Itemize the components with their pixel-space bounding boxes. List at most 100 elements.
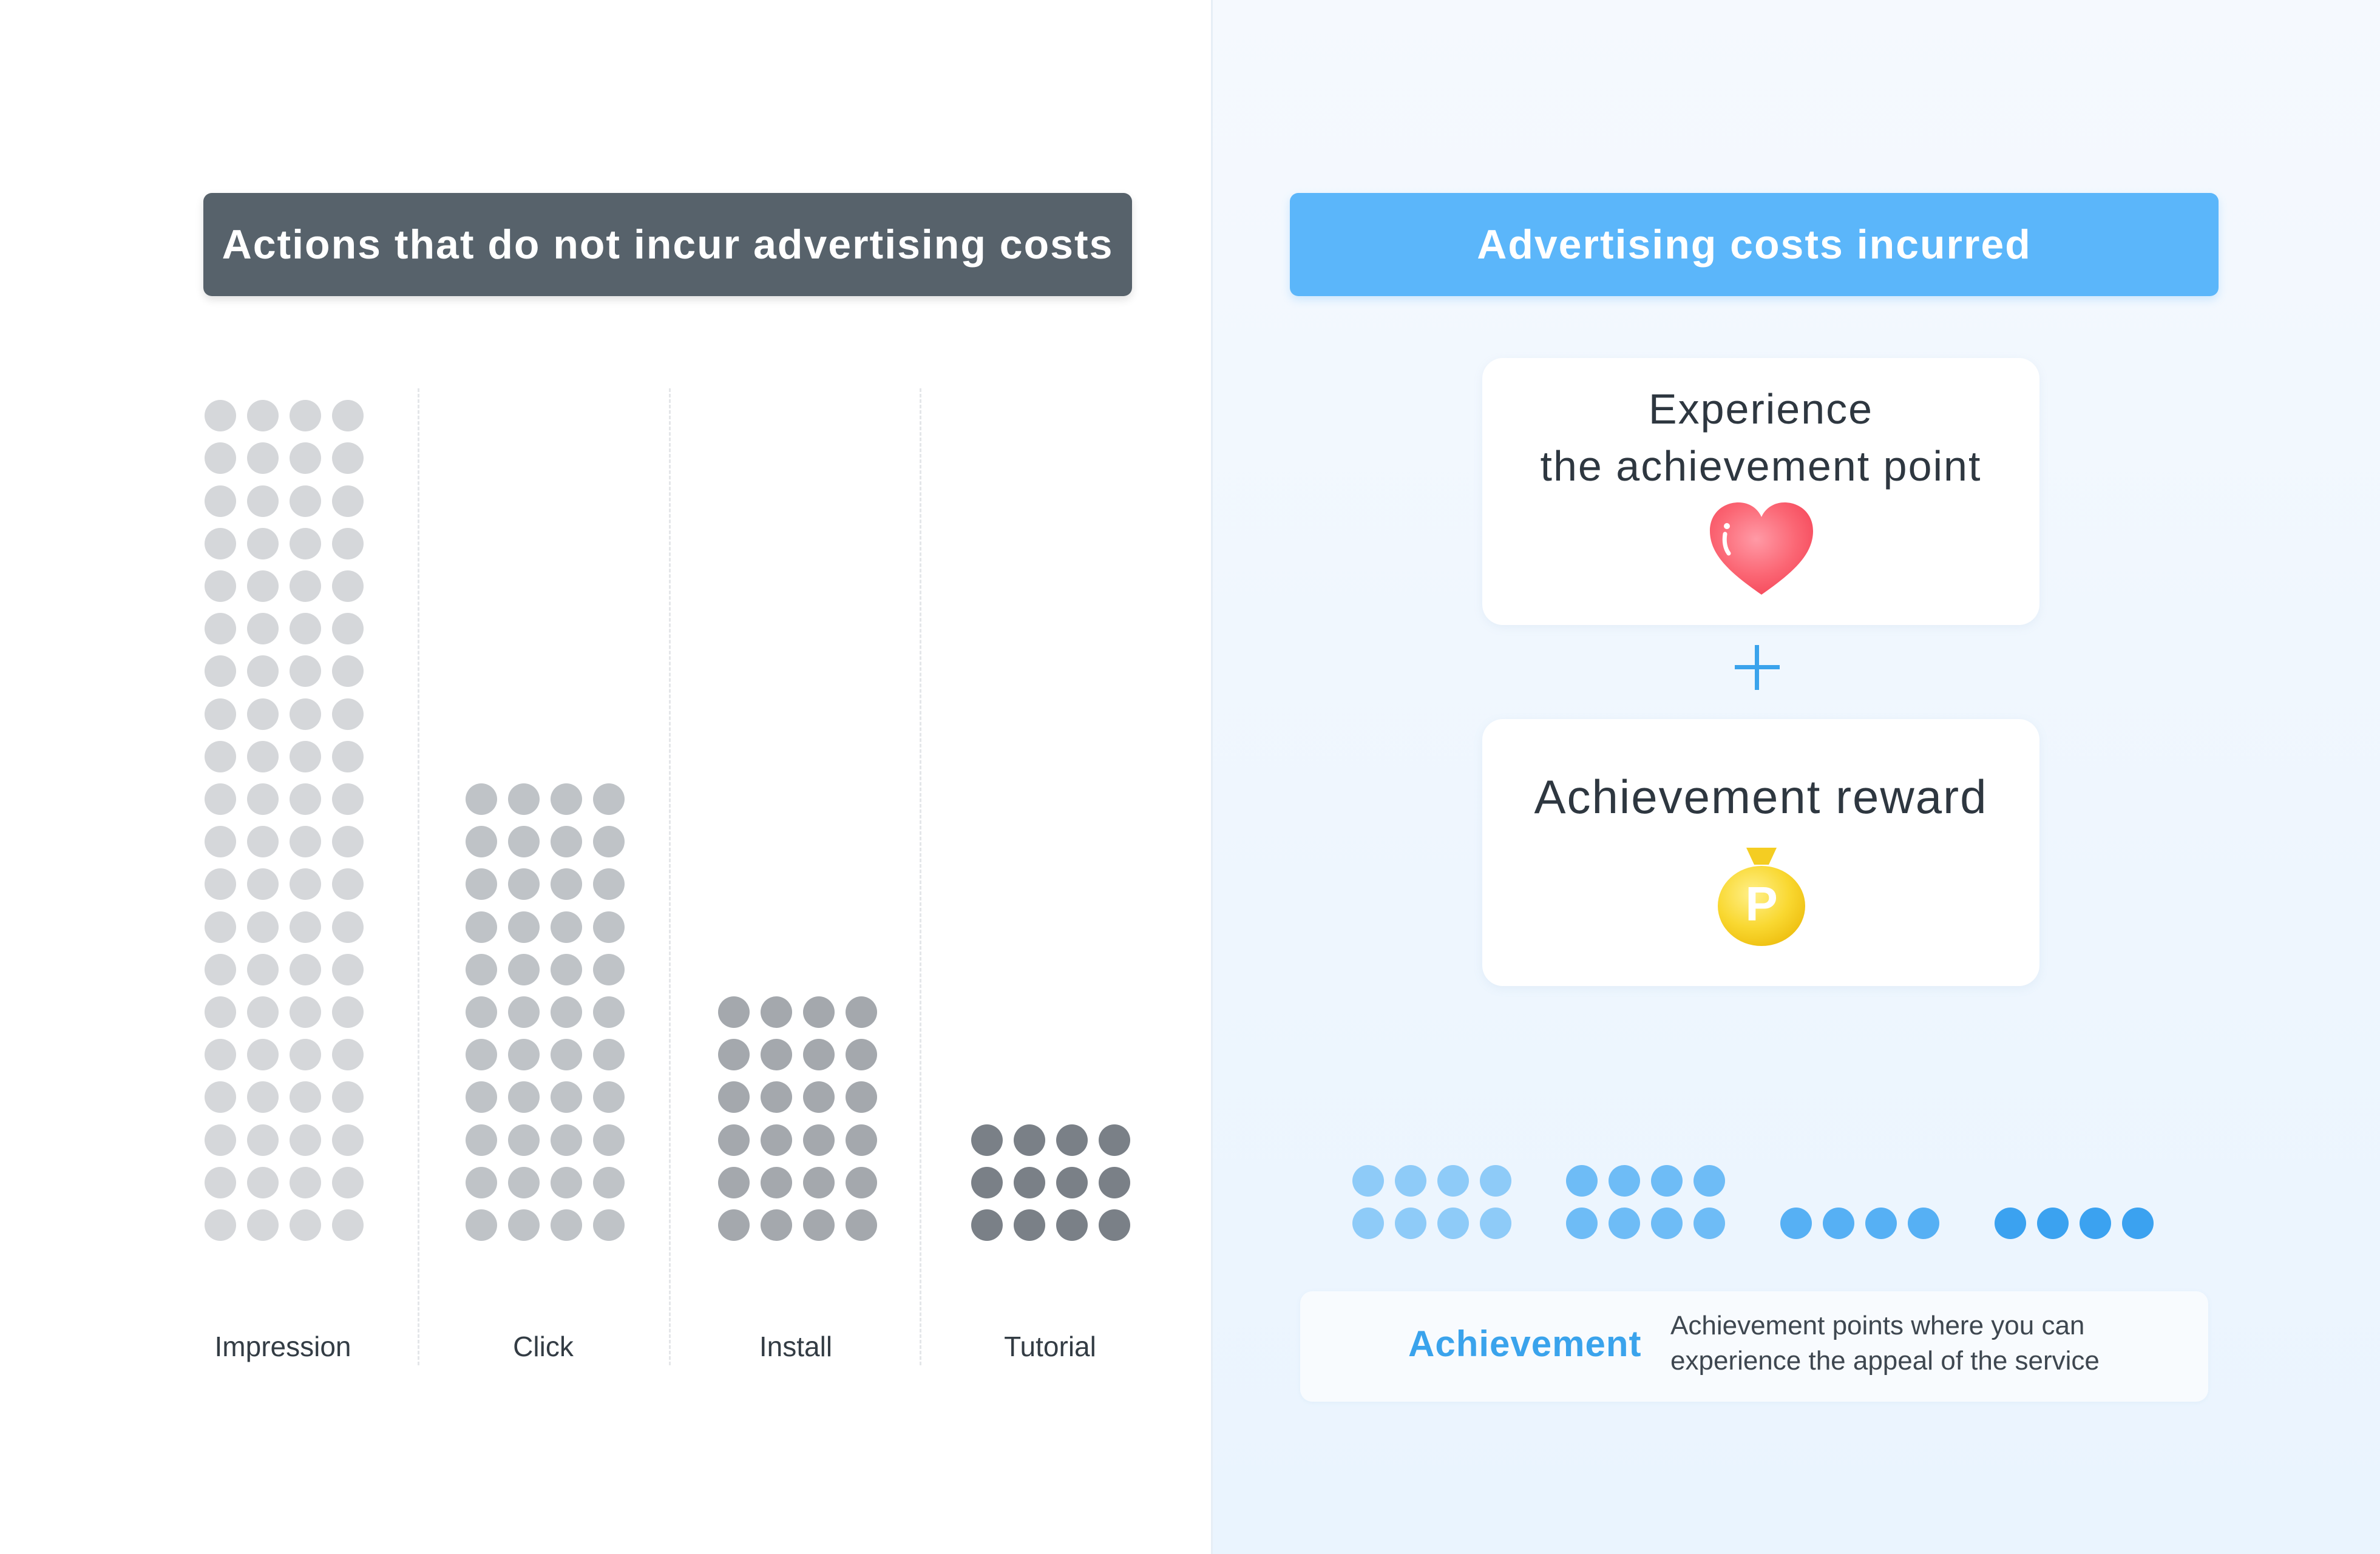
achievement-dot <box>1865 1208 1897 1239</box>
dot-impression <box>332 826 364 858</box>
dot-impression <box>205 868 236 900</box>
dot-impression <box>332 1124 364 1156</box>
dot-impression <box>247 1081 279 1113</box>
dot-impression <box>205 783 236 815</box>
dot-click <box>551 1081 582 1113</box>
dot-impression <box>290 953 321 985</box>
dot-install <box>803 1166 835 1198</box>
dot-click <box>508 953 540 985</box>
dot-install <box>718 1166 750 1198</box>
dot-impression <box>205 1209 236 1241</box>
legend-title: Achievement <box>1408 1323 1642 1364</box>
column-divider <box>418 388 419 1365</box>
achievement-dot <box>1693 1208 1725 1239</box>
dot-tutorial <box>1099 1209 1130 1241</box>
dot-impression <box>247 1209 279 1241</box>
dot-impression <box>247 570 279 602</box>
dot-install <box>846 996 877 1028</box>
dot-tutorial <box>971 1209 1003 1241</box>
dot-click <box>466 953 497 985</box>
dot-install <box>761 1039 792 1071</box>
dot-impression <box>205 442 236 475</box>
dot-tutorial <box>971 1166 1003 1198</box>
plus-icon <box>1735 645 1780 690</box>
reward-title: Achievement reward <box>1534 770 1988 823</box>
dot-impression <box>332 868 364 900</box>
dot-impression <box>205 485 236 517</box>
achievement-dot <box>1566 1208 1598 1239</box>
dot-install <box>761 1166 792 1198</box>
dot-click <box>466 1081 497 1113</box>
dot-impression <box>247 826 279 858</box>
dot-tutorial <box>1056 1166 1088 1198</box>
dot-tutorial <box>1056 1209 1088 1241</box>
dot-impression <box>205 400 236 432</box>
dot-impression <box>332 783 364 815</box>
dot-click <box>466 911 497 943</box>
dot-click <box>508 911 540 943</box>
achievement-dot <box>1352 1165 1384 1197</box>
dot-click <box>508 1124 540 1156</box>
dot-impression <box>247 655 279 687</box>
dot-impression <box>332 740 364 772</box>
dot-impression <box>290 1081 321 1113</box>
dot-install <box>761 996 792 1028</box>
dot-impression <box>205 655 236 687</box>
dot-impression <box>332 953 364 985</box>
dot-impression <box>205 613 236 645</box>
dot-impression <box>290 1039 321 1071</box>
dot-impression <box>290 442 321 475</box>
dot-click <box>593 868 625 900</box>
dot-impression <box>290 655 321 687</box>
dot-click <box>551 783 582 815</box>
costs-incurred-header: Advertising costs incurred <box>1290 193 2219 296</box>
achievement-dot <box>1480 1165 1511 1197</box>
dot-install <box>846 1209 877 1241</box>
dot-impression <box>247 783 279 815</box>
dot-impression <box>332 1039 364 1071</box>
dot-click <box>466 996 497 1028</box>
dot-install <box>761 1124 792 1156</box>
achievement-dot <box>2037 1208 2069 1239</box>
dot-impression <box>247 613 279 645</box>
dot-impression <box>332 1166 364 1198</box>
experience-card: Experience the achievement point <box>1482 358 2039 625</box>
achievement-dot <box>1395 1165 1426 1197</box>
dot-click <box>593 1124 625 1156</box>
dot-impression <box>290 400 321 432</box>
dot-click <box>593 953 625 985</box>
dot-tutorial <box>1014 1124 1045 1156</box>
dot-click <box>508 783 540 815</box>
dot-impression <box>290 485 321 517</box>
dot-impression <box>290 1166 321 1198</box>
dot-impression <box>205 996 236 1028</box>
achievement-dot <box>2122 1208 2154 1239</box>
legend-box <box>1300 1291 2208 1402</box>
dot-click <box>466 868 497 900</box>
dot-install <box>803 996 835 1028</box>
no-cost-actions-header: Actions that do not incur advertising co… <box>203 193 1132 296</box>
dot-tutorial <box>971 1124 1003 1156</box>
dot-impression <box>290 740 321 772</box>
dot-impression <box>290 911 321 943</box>
dot-impression <box>247 698 279 730</box>
achievement-dot <box>1995 1208 2026 1239</box>
dot-click <box>466 783 497 815</box>
achievement-dot <box>1609 1165 1640 1197</box>
dot-impression <box>247 911 279 943</box>
dot-click <box>593 1209 625 1241</box>
dot-install <box>718 1124 750 1156</box>
dot-impression <box>247 527 279 559</box>
dot-impression <box>290 1124 321 1156</box>
coin-letter: P <box>1745 877 1777 931</box>
dot-install <box>761 1081 792 1113</box>
dot-impression <box>247 1166 279 1198</box>
dot-click <box>551 996 582 1028</box>
dot-impression <box>247 868 279 900</box>
dot-click <box>593 1166 625 1198</box>
achievement-dot <box>1395 1208 1426 1239</box>
experience-line2: the achievement point <box>1540 442 1982 490</box>
dot-impression <box>205 527 236 559</box>
dot-impression <box>290 826 321 858</box>
dot-impression <box>205 1081 236 1113</box>
